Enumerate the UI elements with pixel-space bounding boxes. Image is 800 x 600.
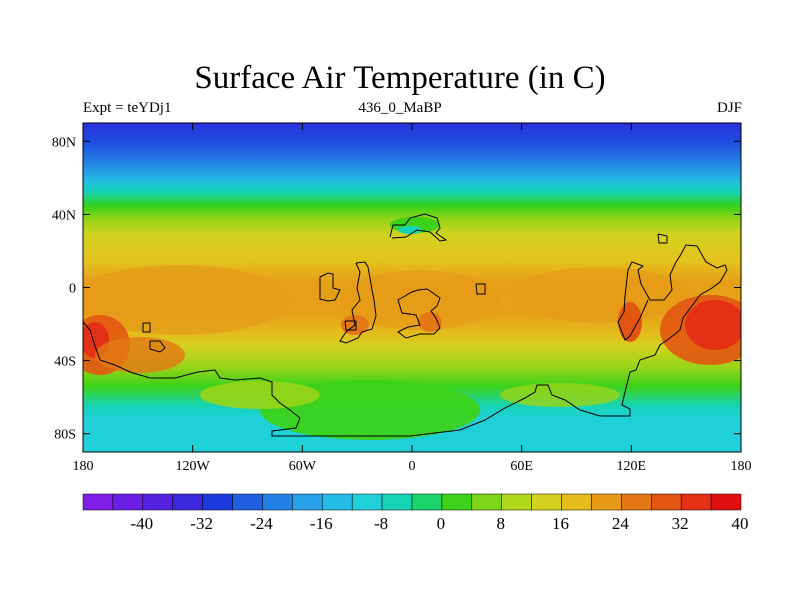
lon-tick-label: 120W xyxy=(176,459,211,474)
colorbar-box xyxy=(292,493,323,511)
colorbar-box xyxy=(710,493,742,511)
coastlines xyxy=(82,213,728,437)
colorbar-box xyxy=(322,493,353,511)
lon-tick-label: 60W xyxy=(289,459,317,474)
lat-tick-label: 40N xyxy=(52,208,76,223)
colorbar-box xyxy=(112,493,144,511)
lat-tick-label: 80S xyxy=(54,428,76,443)
colorbar-label: 40 xyxy=(732,514,749,533)
colorbar-box xyxy=(351,493,383,511)
colorbar-box xyxy=(82,493,114,511)
longitude-axis: 180 120W 60W 0 60E 120E 180 xyxy=(73,123,752,474)
colorbar-box xyxy=(381,493,413,511)
colorbar-box xyxy=(531,493,562,511)
colorbar-box xyxy=(142,493,173,511)
colorbar-label: -16 xyxy=(310,514,333,533)
lat-tick-label: 40S xyxy=(54,355,76,370)
lon-tick-label: 180 xyxy=(73,459,94,474)
colorbar-box xyxy=(172,493,203,511)
chart-title: Surface Air Temperature (in C) xyxy=(194,60,606,96)
colorbar-box xyxy=(411,493,443,511)
experiment-label: Expt = teYDj1 xyxy=(83,100,172,116)
colorbar-box xyxy=(651,493,682,511)
colorbar-box xyxy=(501,493,532,511)
colorbar xyxy=(82,493,742,511)
colorbar-label: 16 xyxy=(552,514,569,533)
lon-tick-label: 60E xyxy=(510,459,533,474)
latitude-axis: 80N 40N 0 40S 80S xyxy=(52,135,741,443)
lat-tick-label: 0 xyxy=(69,282,76,297)
colorbar-label: -24 xyxy=(250,514,273,533)
colorbar-label: -32 xyxy=(190,514,213,533)
colorbar-box xyxy=(621,493,652,511)
colorbar-label: -40 xyxy=(130,514,153,533)
colorbar-label: 32 xyxy=(672,514,689,533)
colorbar-box xyxy=(262,493,293,511)
colorbar-labels: -40 -32 -24 -16 -8 0 8 16 24 32 40 xyxy=(130,514,748,533)
colorbar-box xyxy=(202,493,233,511)
lon-tick-label: 0 xyxy=(409,459,416,474)
colorbar-label: 0 xyxy=(437,514,446,533)
colorbar-box xyxy=(591,493,622,511)
map-field xyxy=(83,123,741,452)
lat-tick-label: 80N xyxy=(52,135,76,150)
colorbar-box xyxy=(680,493,712,511)
colorbar-box xyxy=(232,493,263,511)
colorbar-box xyxy=(561,493,592,511)
season-label: DJF xyxy=(716,100,742,116)
period-label: 436_0_MaBP xyxy=(358,100,442,116)
colorbar-box xyxy=(471,493,502,511)
colorbar-box xyxy=(441,493,473,511)
colorbar-label: 24 xyxy=(612,514,630,533)
lon-tick-label: 180 xyxy=(731,459,752,474)
colorbar-label: 8 xyxy=(496,514,505,533)
colorbar-label: -8 xyxy=(374,514,388,533)
lon-tick-label: 120E xyxy=(617,459,647,474)
